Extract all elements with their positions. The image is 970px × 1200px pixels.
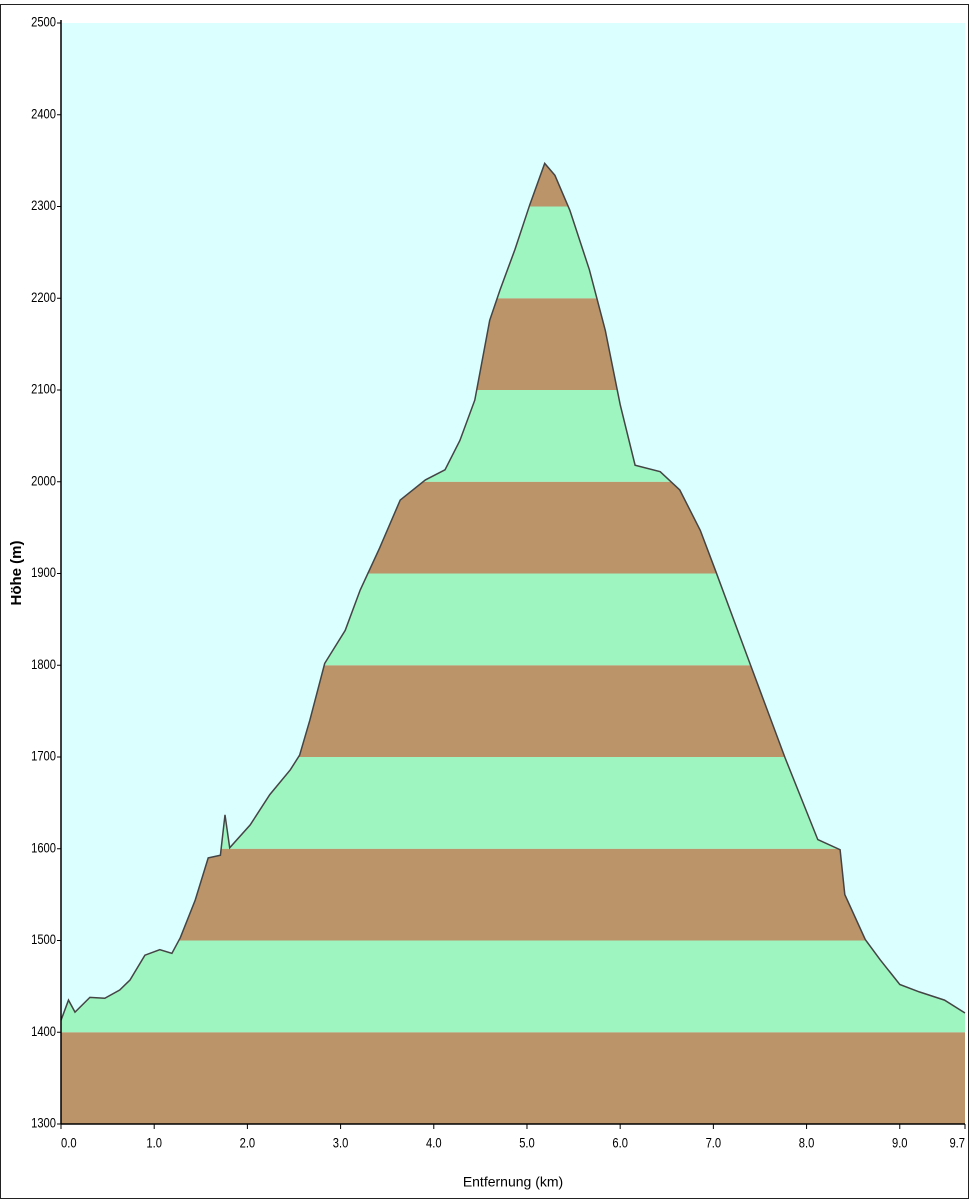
x-tick-label: 6.0 — [612, 1136, 628, 1151]
x-tick-label: 4.0 — [426, 1136, 442, 1151]
y-tick-label: 1400 — [31, 1024, 56, 1039]
elevation-band — [61, 848, 965, 941]
y-axis-label: Höhe (m) — [8, 541, 25, 606]
x-tick-label: 2.0 — [240, 1136, 256, 1151]
x-tick-label: 9.7 — [949, 1136, 965, 1151]
y-tick-label: 1300 — [31, 1116, 56, 1131]
profile-line — [60, 161, 966, 1021]
y-tick-label: 1600 — [31, 840, 56, 855]
x-tick-label: 7.0 — [706, 1136, 722, 1151]
y-tick-label: 2100 — [31, 382, 56, 397]
y-tick-label: 2000 — [31, 473, 56, 488]
x-tick-label: 8.0 — [799, 1136, 815, 1151]
elevation-band — [61, 940, 965, 1033]
y-tick-label: 1500 — [31, 932, 56, 947]
y-tick-label: 2200 — [31, 290, 56, 305]
x-tick-label: 3.0 — [333, 1136, 349, 1151]
y-tick-label: 2500 — [31, 15, 56, 30]
x-tick-label: 5.0 — [519, 1136, 535, 1151]
elevation-band — [61, 1032, 965, 1124]
y-tick-label: 2400 — [31, 106, 56, 121]
x-tick-label: 1.0 — [146, 1136, 162, 1151]
y-tick-label: 2300 — [31, 198, 56, 213]
y-tick-label: 1800 — [31, 657, 56, 672]
x-tick-label: 0.0 — [61, 1136, 77, 1151]
x-tick-label: 9.0 — [892, 1136, 908, 1151]
x-axis-label: Entfernung (km) — [463, 1174, 563, 1190]
y-tick-label: 1900 — [31, 565, 56, 580]
y-tick-label: 1700 — [31, 749, 56, 764]
